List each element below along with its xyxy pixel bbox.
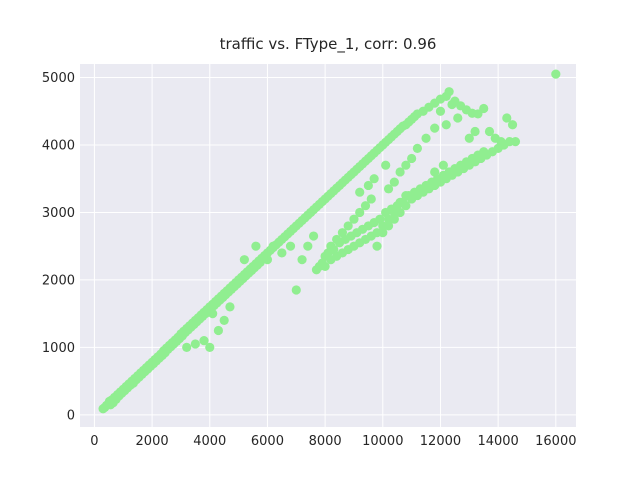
x-tick-label: 16000 [535, 434, 576, 449]
data-point [268, 241, 278, 251]
data-point [479, 103, 489, 114]
data-point [447, 99, 457, 110]
y-tick-label: 3000 [42, 206, 75, 221]
chart-title: traffic vs. FType_1, corr: 0.96 [220, 35, 437, 54]
y-tick-label: 2000 [42, 273, 75, 288]
data-point [421, 133, 431, 143]
data-point [343, 221, 353, 231]
data-point [297, 255, 307, 265]
data-point [473, 109, 483, 119]
data-point [182, 342, 192, 352]
data-point [551, 69, 561, 79]
data-point [464, 133, 474, 143]
data-point [190, 339, 200, 349]
x-tick-label: 12000 [420, 434, 461, 449]
data-point [213, 325, 224, 336]
x-tick-label: 4000 [193, 434, 226, 449]
data-point [363, 180, 373, 191]
data-point [510, 136, 521, 147]
data-point [355, 207, 365, 218]
data-point [366, 194, 376, 204]
grid-lines [80, 64, 576, 427]
data-point [317, 258, 327, 268]
data-point [412, 143, 422, 153]
data-point [435, 106, 446, 116]
data-point [239, 255, 249, 265]
x-tick-label: 8000 [309, 434, 342, 449]
y-axis-tick-labels: 0 1000 2000 3000 4000 5000 [42, 71, 75, 423]
data-point [453, 113, 463, 123]
data-point [507, 120, 518, 130]
data-point [502, 113, 512, 123]
data-point [389, 177, 399, 187]
data-point [277, 248, 287, 258]
data-point [398, 197, 408, 207]
x-tick-label: 10000 [362, 434, 403, 449]
data-point [369, 174, 379, 184]
data-point [205, 342, 215, 352]
data-point [484, 126, 495, 137]
data-point [251, 241, 261, 251]
x-tick-label: 0 [90, 434, 98, 449]
data-point [383, 184, 394, 194]
x-tick-label: 6000 [251, 434, 284, 449]
x-tick-label: 2000 [136, 434, 169, 449]
data-point [291, 285, 301, 295]
data-point [308, 231, 319, 241]
data-point [262, 255, 273, 265]
data-point [381, 160, 391, 170]
data-point [438, 160, 448, 170]
y-tick-label: 0 [67, 408, 75, 423]
data-point [372, 228, 382, 238]
data-point [470, 126, 480, 137]
data-point [225, 302, 235, 312]
data-point [199, 336, 209, 346]
data-point [219, 315, 229, 325]
data-point [430, 167, 440, 177]
data-point [441, 120, 451, 130]
y-tick-label: 1000 [42, 341, 75, 356]
data-point [372, 241, 382, 251]
y-tick-label: 4000 [42, 138, 75, 153]
data-point [401, 160, 411, 170]
data-points [98, 69, 561, 414]
data-point [360, 201, 371, 211]
data-point [311, 265, 322, 275]
data-point [208, 309, 218, 319]
data-point [329, 244, 339, 255]
x-tick-label: 14000 [477, 434, 518, 449]
data-point [303, 241, 313, 251]
x-axis-tick-labels: 0 2000 4000 6000 8000 10000 12000 14000 16000 [90, 434, 576, 449]
data-point [479, 147, 489, 157]
data-point [355, 187, 365, 197]
data-point [349, 214, 359, 224]
data-point [430, 123, 440, 133]
data-point [444, 87, 454, 97]
data-point [285, 241, 296, 251]
data-point [407, 153, 417, 164]
data-point [395, 167, 405, 177]
data-point [375, 214, 385, 224]
y-tick-label: 5000 [42, 71, 75, 86]
